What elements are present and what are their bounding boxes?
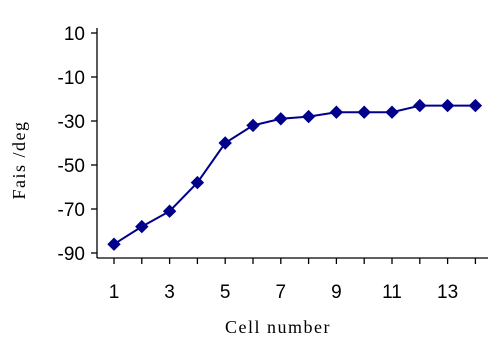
y-tick-label: -10 [58,68,85,89]
x-tick-label: 13 [437,282,458,303]
data-point [246,118,260,133]
y-tick-label: 10 [64,24,85,45]
data-point [107,237,121,251]
x-axis-title: Cell number [225,317,331,337]
data-point [357,105,371,119]
y-tick-label: -50 [58,156,85,177]
data-point [329,105,344,119]
data-point [301,109,316,124]
data-point [440,98,455,113]
x-tick-label: 11 [382,282,402,303]
x-tick-label: 5 [220,282,231,303]
data-point [385,105,399,119]
x-tick-label: 9 [331,282,342,303]
x-tick-label: 3 [164,282,175,303]
data-point [218,136,232,150]
x-tick-label: 7 [276,282,287,303]
data-point [468,98,483,113]
data-point [190,175,205,190]
x-tick-label: 1 [109,282,120,303]
data-point [274,112,288,126]
y-tick-label: -70 [58,200,85,221]
data-point [162,204,177,218]
data-point [413,98,427,113]
y-axis-title: Fais /deg [9,121,29,200]
series-line [113,104,476,246]
y-axis: 10 -10 -30 -50 -70 -90 [58,24,98,265]
series [107,98,483,251]
y-tick-label: -90 [58,244,85,265]
y-tick-label: -30 [58,112,85,133]
data-point [135,219,149,234]
x-axis: 1 3 5 7 9 11 13 [97,257,488,303]
